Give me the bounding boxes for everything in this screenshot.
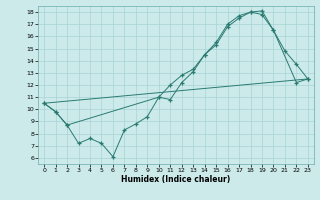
X-axis label: Humidex (Indice chaleur): Humidex (Indice chaleur) bbox=[121, 175, 231, 184]
